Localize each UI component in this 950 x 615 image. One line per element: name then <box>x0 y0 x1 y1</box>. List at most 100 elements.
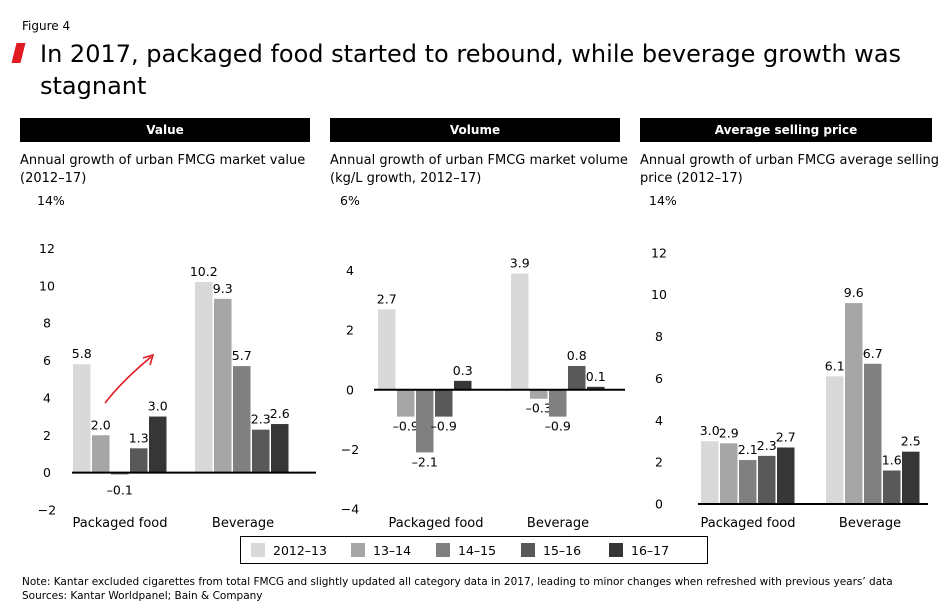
panel-header-value: Value <box>20 118 310 142</box>
legend-label: 14–15 <box>458 543 497 558</box>
legend-item-13-14: 13–14 <box>351 542 411 560</box>
data-label: –0.9 <box>431 419 457 434</box>
y-tick-label: 8 <box>43 316 51 331</box>
volume-growth-chart: 6% −4 −2 0 2 4 2.7 3.9 –0.9 –0.3 –2.1 –0.9 –0.9 0.8 0.… <box>340 193 625 531</box>
bar-volume-0-0 <box>378 309 396 390</box>
data-label: 2.3 <box>251 412 271 427</box>
y-tick-label: 0 <box>43 465 51 480</box>
category-label: Packaged food <box>700 516 795 531</box>
data-label: –0.3 <box>526 401 552 416</box>
y-tick-label: −2 <box>341 442 359 457</box>
legend-item-15-16: 15–16 <box>521 542 581 560</box>
data-label: 6.1 <box>825 358 845 373</box>
accent-mark <box>11 43 26 63</box>
chart-subtitle-value: Annual growth of urban FMCG market value… <box>20 153 306 186</box>
y-tick-label: 2 <box>43 428 51 443</box>
data-label: 2.7 <box>776 429 796 444</box>
bar-value-2-1 <box>233 366 251 473</box>
value-growth-chart: 14% −2 0 2 4 6 8 10 12 5.8 10.2 2.0 9.3 –0.1 5.7 1.3 2.3… <box>37 193 316 531</box>
bar-average-selling-price-3-1 <box>883 470 901 504</box>
asp-growth-chart: 14% 0 2 4 6 8 10 12 3.0 6.1 2.9 9.6 2.1 6.7 2.3 1.6 2.7 2… <box>649 193 928 531</box>
data-label: 3.9 <box>510 256 530 271</box>
legend-label: 15–16 <box>543 543 582 558</box>
y-tick-label: 2 <box>655 455 663 470</box>
y-tick-label: 12 <box>651 245 667 260</box>
y-tick-label: 0 <box>655 497 663 512</box>
chart-subtitle-asp: Annual growth of urban FMCG average sell… <box>640 153 939 186</box>
legend-item-2012-13: 2012–13 <box>251 542 327 560</box>
bar-value-1-0 <box>92 435 110 473</box>
bar-value-0-1 <box>195 282 213 473</box>
y-tick-label: 4 <box>43 390 51 405</box>
legend-swatch <box>609 543 623 557</box>
footer-sources: Sources: Kantar Worldpanel; Bain & Compa… <box>22 590 263 602</box>
data-label: 2.1 <box>738 442 758 457</box>
y-tick-label: −2 <box>38 503 56 518</box>
bar-average-selling-price-0-1 <box>826 376 844 504</box>
data-label: 5.7 <box>232 348 252 363</box>
y-tick-label: 10 <box>39 278 55 293</box>
y-tick-label: 8 <box>655 329 663 344</box>
y-tick-label: 10 <box>651 287 667 302</box>
category-label: Beverage <box>839 516 901 531</box>
data-label: –0.9 <box>393 419 419 434</box>
y-axis-unit-label: 14% <box>649 193 677 208</box>
legend-swatch <box>521 543 535 557</box>
legend-label: 16–17 <box>631 543 670 558</box>
data-label: 10.2 <box>190 264 218 279</box>
panel-header-volume: Volume <box>330 118 620 142</box>
legend-swatch <box>351 543 365 557</box>
bar-value-0-0 <box>73 364 91 473</box>
legend-label: 13–14 <box>373 543 412 558</box>
rebound-arrow-icon <box>104 356 152 404</box>
bar-volume-1-1 <box>530 389 548 399</box>
data-label: 2.3 <box>757 438 777 453</box>
data-label: 6.7 <box>863 346 883 361</box>
page-title: In 2017, packaged food started to reboun… <box>40 40 902 100</box>
y-tick-label: 6 <box>43 353 51 368</box>
category-label: Beverage <box>212 516 274 531</box>
bar-average-selling-price-2-0 <box>739 460 757 504</box>
panel-header-asp: Average selling price <box>640 118 932 142</box>
y-tick-label: 4 <box>346 263 354 278</box>
bar-value-4-0 <box>149 416 167 473</box>
figure-label: Figure 4 <box>22 19 71 33</box>
data-label: –0.9 <box>545 419 571 434</box>
bar-volume-1-0 <box>397 389 415 417</box>
data-label: 2.5 <box>901 434 921 449</box>
data-label: 9.6 <box>844 285 864 300</box>
legend-swatch <box>436 543 450 557</box>
bar-volume-4-0 <box>454 380 472 390</box>
bar-average-selling-price-3-0 <box>758 455 776 504</box>
bar-value-3-1 <box>252 429 270 473</box>
legend-swatch <box>251 543 265 557</box>
chart-legend: 2012–13 13–14 14–15 15–16 16–17 <box>240 536 708 564</box>
bar-average-selling-price-4-0 <box>777 447 795 504</box>
data-label: 2.9 <box>719 425 739 440</box>
data-label: 2.7 <box>377 291 397 306</box>
y-tick-label: 0 <box>346 382 354 397</box>
bar-average-selling-price-2-1 <box>864 363 882 504</box>
bar-volume-4-1 <box>587 386 605 390</box>
data-label: 3.0 <box>148 399 168 414</box>
category-label: Packaged food <box>72 516 167 531</box>
bar-average-selling-price-1-0 <box>720 443 738 504</box>
data-label: 1.3 <box>129 430 149 445</box>
data-label: 0.8 <box>567 348 587 363</box>
bar-volume-3-1 <box>568 365 586 390</box>
legend-item-14-15: 14–15 <box>436 542 496 560</box>
data-label: –2.1 <box>412 454 438 469</box>
y-axis-unit-label: 14% <box>37 193 65 208</box>
data-label: 1.6 <box>882 453 902 468</box>
bar-volume-0-1 <box>511 273 529 390</box>
bar-average-selling-price-1-1 <box>845 303 863 504</box>
y-tick-label: 2 <box>346 323 354 338</box>
data-label: –0.1 <box>107 483 133 498</box>
bar-value-1-1 <box>214 298 232 473</box>
data-label: 2.6 <box>270 406 290 421</box>
y-tick-label: 4 <box>655 413 663 428</box>
rebound-arrowhead-icon <box>142 353 155 366</box>
data-label: 5.8 <box>72 346 92 361</box>
data-label: 2.0 <box>91 417 111 432</box>
category-label: Packaged food <box>388 516 483 531</box>
